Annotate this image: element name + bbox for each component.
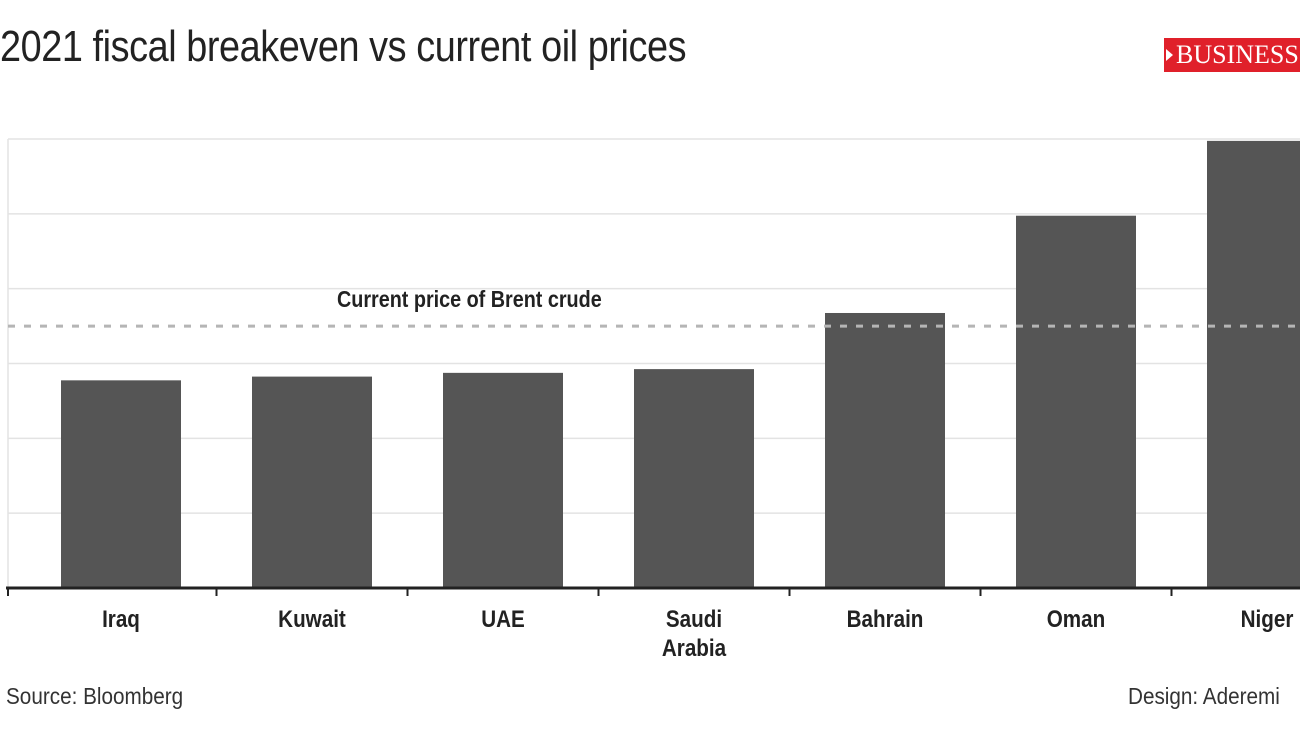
source-credit: Source: Bloomberg (6, 683, 184, 709)
chart-title: 2021 fiscal breakeven vs current oil pri… (0, 22, 687, 71)
businessday-logo[interactable]: BUSINESS (1164, 38, 1300, 72)
bar (61, 380, 181, 588)
x-tick-label: Saudi (666, 606, 722, 633)
bar (252, 376, 372, 588)
x-tick-label: UAE (481, 606, 525, 633)
x-tick-label: Arabia (662, 635, 727, 662)
bar (1016, 215, 1136, 588)
x-tick-label: Bahrain (847, 606, 924, 633)
reference-line-label: Current price of Brent crude (337, 287, 602, 313)
bar (634, 369, 754, 588)
x-tick-label: Niger (1241, 606, 1294, 633)
x-tick-label: Iraq (102, 606, 140, 633)
bar (443, 372, 563, 588)
design-credit: Design: Aderemi (1128, 683, 1280, 709)
x-tick-label: Oman (1047, 606, 1105, 633)
bar (825, 312, 945, 588)
x-tick-label: Kuwait (278, 606, 346, 633)
bar (1207, 140, 1300, 588)
